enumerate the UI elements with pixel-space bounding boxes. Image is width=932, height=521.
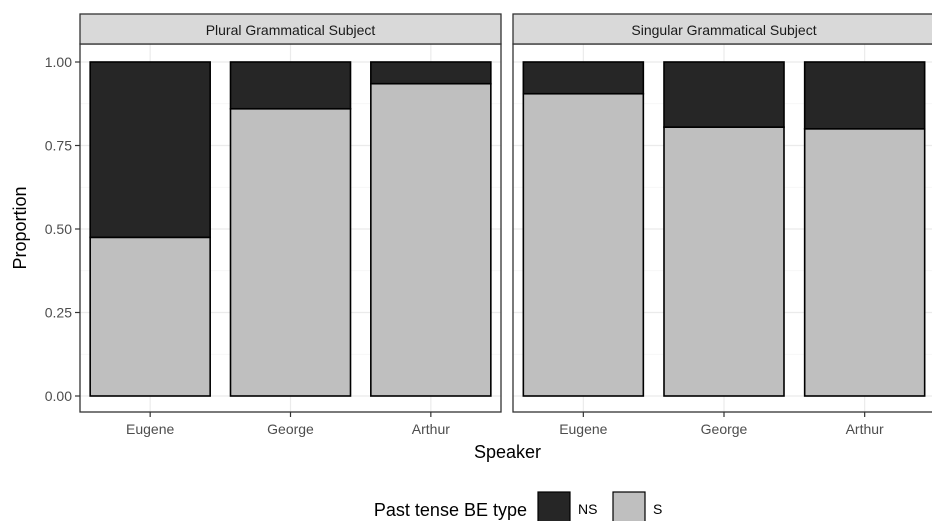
x-tick-label: Eugene bbox=[126, 421, 174, 437]
facet-strip bbox=[79, 13, 502, 45]
legend: Past tense BE type NS S bbox=[374, 491, 662, 521]
y-tick-label: 0.00 bbox=[45, 388, 72, 404]
bar-s-arthur bbox=[370, 82, 492, 397]
bar-s-george bbox=[663, 126, 785, 397]
legend-title: Past tense BE type bbox=[374, 500, 527, 520]
facet-strip-label: Plural Grammatical Subject bbox=[206, 22, 376, 38]
legend-label: NS bbox=[578, 501, 597, 517]
x-tick-label: George bbox=[701, 421, 748, 437]
y-axis: 0.00 0.25 0.50 0.75 1.00 bbox=[45, 54, 80, 404]
bar-ns-arthur bbox=[370, 61, 492, 85]
facet-panel-1: Plural Grammatical Subject bbox=[79, 13, 502, 413]
x-tick-label: Arthur bbox=[846, 421, 884, 437]
y-tick-label: 0.75 bbox=[45, 138, 72, 154]
facet-strip-label: Singular Grammatical Subject bbox=[631, 22, 816, 38]
bar-s-george bbox=[229, 107, 352, 397]
y-tick-label: 1.00 bbox=[45, 54, 72, 70]
bar-ns-eugene bbox=[522, 61, 645, 95]
y-tick-label: 0.25 bbox=[45, 305, 72, 321]
x-axis: Eugene George Arthur Eugene George Arthur bbox=[126, 412, 884, 437]
facet-panels: Plural Grammatical Subject Singular Gramm… bbox=[79, 13, 932, 413]
facet-strip bbox=[512, 13, 932, 45]
legend-label: S bbox=[653, 501, 662, 517]
x-tick-label: George bbox=[267, 421, 314, 437]
bar-s-arthur bbox=[803, 128, 926, 397]
x-axis-title: Speaker bbox=[474, 442, 541, 462]
bar-ns-george bbox=[229, 61, 352, 110]
legend-key-s bbox=[612, 491, 646, 521]
bar-s-eugene bbox=[522, 92, 645, 397]
bar-ns-arthur bbox=[803, 61, 926, 130]
bar-ns-eugene bbox=[89, 61, 211, 239]
x-tick-label: Arthur bbox=[412, 421, 450, 437]
facet-panel-2: Singular Grammatical Subject bbox=[512, 13, 932, 413]
bar-ns-george bbox=[663, 61, 785, 128]
legend-key-ns bbox=[537, 491, 571, 521]
x-tick-label: Eugene bbox=[559, 421, 607, 437]
y-axis-title: Proportion bbox=[10, 186, 30, 269]
bar-s-eugene bbox=[89, 236, 211, 397]
y-tick-label: 0.50 bbox=[45, 221, 72, 237]
